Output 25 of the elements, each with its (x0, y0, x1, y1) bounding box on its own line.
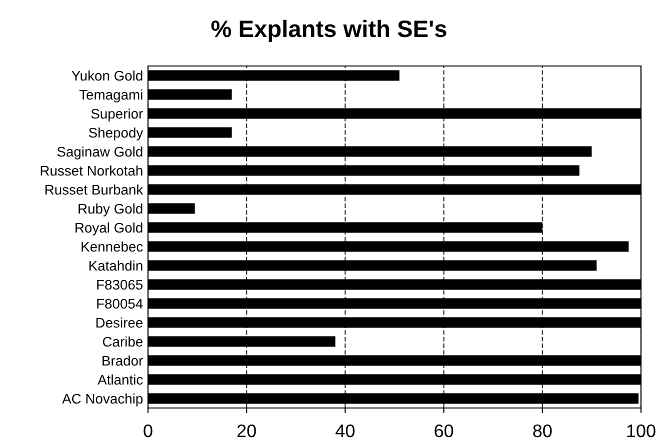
y-tick-label: Superior (91, 108, 143, 122)
chart-title: % Explants with SE's (211, 20, 446, 42)
y-tick-label: Shepody (88, 127, 144, 140)
y-tick-label: Ruby Gold (78, 203, 142, 216)
x-tick-label: 20 (237, 424, 256, 438)
y-tick-label: F83065 (97, 280, 143, 290)
y-tick-label: Desiree (96, 317, 143, 328)
x-tick-label: 40 (336, 424, 355, 438)
y-tick-label: Yukon Gold (72, 70, 142, 81)
y-tick-label: Kennebec (82, 241, 143, 252)
x-tick-label: 60 (434, 424, 454, 438)
x-tick-label: 100 (627, 424, 656, 438)
y-tick-label: AC Novachip (62, 393, 143, 406)
x-tick-label: 0 (144, 424, 152, 438)
y-tick-label: Russet Norkotah (40, 165, 142, 176)
y-tick-label: Royal Gold (76, 222, 142, 236)
y-tick-label: Katahdin (89, 260, 142, 271)
y-tick-label: F80054 (97, 298, 143, 309)
y-tick-label: Temagami (79, 89, 142, 102)
y-tick-label: Saginaw Gold (57, 146, 142, 160)
y-tick-label: Atlantic (98, 374, 143, 385)
y-tick-label: Russet Burbank (45, 184, 144, 195)
y-tick-label: Brador (102, 355, 143, 366)
y-tick-label: Caribe (102, 336, 143, 347)
x-tick-label: 80 (533, 424, 552, 438)
